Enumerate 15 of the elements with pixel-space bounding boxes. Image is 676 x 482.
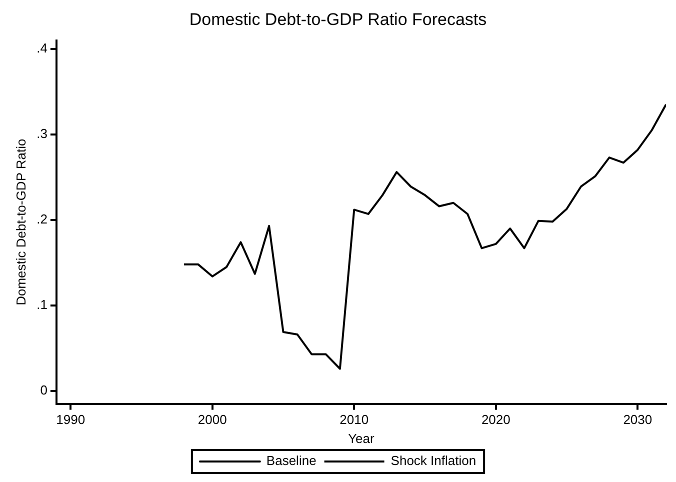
- y-tick-label: .2: [36, 212, 48, 227]
- y-tick-label: .3: [36, 126, 48, 142]
- x-tick-label: 2030: [623, 412, 652, 428]
- x-tick-label: 1990: [56, 412, 86, 428]
- y-tick-label: .4: [36, 40, 48, 56]
- x-tick-label: 2010: [340, 412, 369, 428]
- x-tick-label: 2020: [481, 412, 510, 428]
- y-axis-title: Domestic Debt-to-GDP Ratio: [13, 138, 28, 306]
- y-tick-label: .1: [36, 297, 48, 312]
- legend-label: Shock Inflation: [390, 453, 476, 468]
- x-tick-label: 2000: [198, 412, 227, 428]
- legend-label: Baseline: [266, 453, 316, 468]
- chart-title: Domestic Debt-to-GDP Ratio Forecasts: [189, 10, 487, 29]
- y-tick-label: 0: [40, 382, 48, 398]
- x-axis-title: Year: [348, 430, 376, 446]
